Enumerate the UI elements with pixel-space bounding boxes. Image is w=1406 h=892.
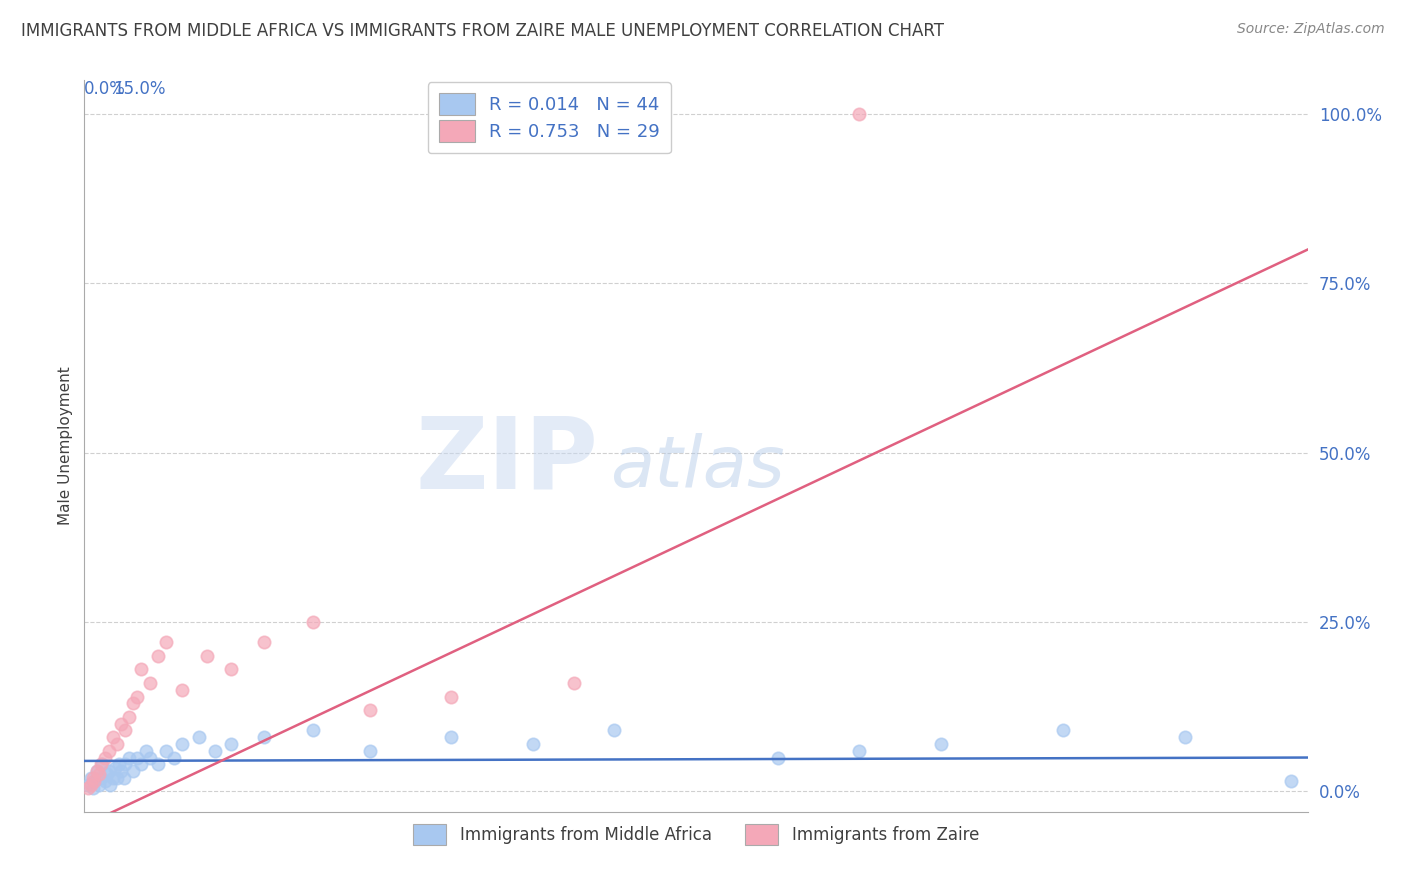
Point xyxy=(105,737,128,751)
Point xyxy=(105,771,128,785)
Point xyxy=(359,744,381,758)
Point xyxy=(359,703,381,717)
Point xyxy=(603,723,626,738)
Point xyxy=(114,757,136,772)
Point xyxy=(929,737,952,751)
Point xyxy=(195,648,218,663)
Point xyxy=(766,750,789,764)
Text: 0.0%: 0.0% xyxy=(84,80,127,98)
Point xyxy=(522,737,544,751)
Point xyxy=(118,710,141,724)
Point xyxy=(100,778,122,792)
Point xyxy=(131,757,153,772)
Y-axis label: Male Unemployment: Male Unemployment xyxy=(58,367,73,525)
Point xyxy=(301,723,323,738)
Point xyxy=(155,744,177,758)
Point xyxy=(107,757,129,772)
Point xyxy=(93,750,115,764)
Point xyxy=(440,730,463,744)
Point xyxy=(138,750,160,764)
Point xyxy=(77,778,100,792)
Point xyxy=(172,682,194,697)
Point xyxy=(114,723,136,738)
Point xyxy=(1052,723,1074,738)
Point xyxy=(83,774,105,789)
Point xyxy=(253,730,276,744)
Point xyxy=(131,663,153,677)
Point xyxy=(146,757,169,772)
Point xyxy=(97,744,120,758)
Legend: Immigrants from Middle Africa, Immigrants from Zaire: Immigrants from Middle Africa, Immigrant… xyxy=(404,814,988,855)
Point xyxy=(138,676,160,690)
Point xyxy=(80,771,103,785)
Point xyxy=(93,774,115,789)
Point xyxy=(219,737,242,751)
Point xyxy=(440,690,463,704)
Point xyxy=(77,780,100,795)
Point xyxy=(204,744,226,758)
Point xyxy=(127,690,149,704)
Point xyxy=(90,757,112,772)
Point xyxy=(86,764,108,778)
Point xyxy=(110,716,132,731)
Point xyxy=(90,771,112,785)
Point xyxy=(1174,730,1197,744)
Point xyxy=(97,764,120,778)
Point xyxy=(146,648,169,663)
Point xyxy=(80,778,103,792)
Point xyxy=(83,774,105,789)
Point xyxy=(101,771,124,785)
Point xyxy=(87,767,110,781)
Point xyxy=(112,771,135,785)
Point xyxy=(101,730,124,744)
Point xyxy=(848,744,870,758)
Point xyxy=(172,737,194,751)
Point xyxy=(187,730,209,744)
Point xyxy=(118,750,141,764)
Point xyxy=(96,767,118,781)
Point xyxy=(301,615,323,629)
Point xyxy=(110,764,132,778)
Point xyxy=(127,750,149,764)
Point xyxy=(848,107,870,121)
Point xyxy=(135,744,157,758)
Point xyxy=(163,750,186,764)
Point xyxy=(122,697,145,711)
Text: IMMIGRANTS FROM MIDDLE AFRICA VS IMMIGRANTS FROM ZAIRE MALE UNEMPLOYMENT CORRELA: IMMIGRANTS FROM MIDDLE AFRICA VS IMMIGRA… xyxy=(21,22,943,40)
Text: ZIP: ZIP xyxy=(415,412,598,509)
Point xyxy=(122,764,145,778)
Point xyxy=(253,635,276,649)
Point xyxy=(104,761,127,775)
Text: atlas: atlas xyxy=(610,434,785,502)
Point xyxy=(82,780,104,795)
Point xyxy=(86,764,108,778)
Point xyxy=(155,635,177,649)
Point xyxy=(562,676,585,690)
Point xyxy=(91,757,114,772)
Text: Source: ZipAtlas.com: Source: ZipAtlas.com xyxy=(1237,22,1385,37)
Point xyxy=(82,771,104,785)
Point xyxy=(1279,774,1302,789)
Text: 15.0%: 15.0% xyxy=(114,80,166,98)
Point xyxy=(219,663,242,677)
Point xyxy=(87,778,110,792)
